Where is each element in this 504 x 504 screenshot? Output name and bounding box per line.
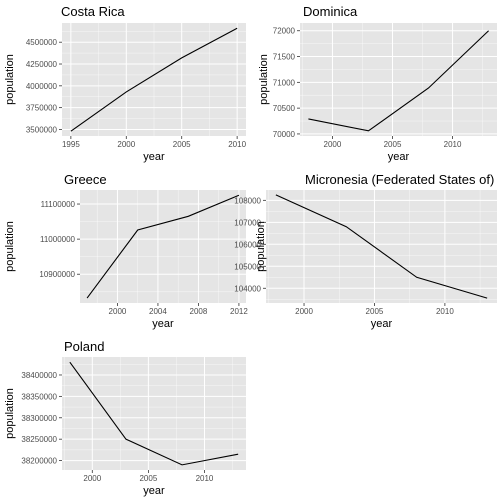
x-tick-label: 2010 xyxy=(444,140,462,149)
panel-5: 2000 2005 2010 38200000 38250000 38300000 3835… xyxy=(4,339,246,497)
x-axis-title: year xyxy=(143,485,165,497)
x-tick-label: 1995 xyxy=(62,140,80,149)
panel-title: Poland xyxy=(64,339,104,354)
y-tick-label: 38200000 xyxy=(21,457,57,466)
y-tick-label: 38250000 xyxy=(21,435,57,444)
y-axis-title: population xyxy=(4,388,16,439)
y-tick-label: 11000000 xyxy=(40,235,76,244)
x-axis-title: year xyxy=(371,318,393,330)
x-tick-label: 2000 xyxy=(83,474,101,483)
y-tick-label: 108000 xyxy=(234,196,261,205)
series-line xyxy=(275,194,488,299)
panel-3: 2000 2004 2008 2012 10900000 11000000 11100000… xyxy=(4,172,248,330)
x-axis-title: year xyxy=(388,151,410,163)
x-tick-label: 2004 xyxy=(149,307,167,316)
panel-title: Micronesia (Federated States of) xyxy=(305,172,494,187)
y-axis-title: population xyxy=(4,221,16,272)
x-tick-label: 2005 xyxy=(384,140,402,149)
y-axis-title: population xyxy=(255,221,267,272)
y-tick-label: 38300000 xyxy=(21,414,57,423)
x-tick-label: 2000 xyxy=(295,307,313,316)
y-tick-label: 3500000 xyxy=(26,125,58,134)
y-tick-label: 3750000 xyxy=(26,104,58,113)
x-axis-title: year xyxy=(152,318,174,330)
x-axis-title: year xyxy=(143,151,165,163)
y-tick-label: 107000 xyxy=(234,218,261,227)
panel-1: 1995 2000 2005 2010 3500000 3750000 4000000 425… xyxy=(4,4,247,163)
y-axis-title: population xyxy=(258,54,270,105)
y-tick-label: 10900000 xyxy=(39,270,75,279)
x-tick-label: 2005 xyxy=(366,307,384,316)
x-tick-label: 2000 xyxy=(117,140,135,149)
y-tick-label: 106000 xyxy=(234,240,261,249)
x-tick-label: 2005 xyxy=(173,140,191,149)
series-line xyxy=(86,194,240,299)
panel-background xyxy=(266,190,497,303)
y-axis-title: population xyxy=(4,54,16,105)
x-tick-label: 2000 xyxy=(324,140,342,149)
y-tick-label: 104000 xyxy=(234,284,261,293)
x-tick-label: 2010 xyxy=(228,140,246,149)
x-tick-label: 2000 xyxy=(109,307,127,316)
x-tick-label: 2012 xyxy=(230,307,248,316)
panel-4: 2000 2005 2010 104000 105000 106000 107000 1080… xyxy=(234,172,497,330)
y-tick-label: 4500000 xyxy=(26,38,58,47)
y-tick-label: 71500 xyxy=(273,53,296,62)
y-tick-label: 38350000 xyxy=(21,392,57,401)
panel-background xyxy=(80,190,246,303)
y-tick-label: 4000000 xyxy=(26,82,58,91)
x-tick-label: 2010 xyxy=(196,474,214,483)
series-line xyxy=(69,361,239,466)
panel-title: Greece xyxy=(64,172,107,187)
panel-background xyxy=(300,23,497,136)
panel-title: Costa Rica xyxy=(61,4,125,19)
series-line xyxy=(308,30,489,132)
y-tick-label: 70000 xyxy=(273,130,296,139)
x-tick-label: 2010 xyxy=(436,307,454,316)
y-tick-label: 38400000 xyxy=(21,371,57,380)
x-tick-label: 2005 xyxy=(139,474,157,483)
y-tick-label: 11100000 xyxy=(41,200,76,209)
y-tick-label: 70500 xyxy=(273,104,296,113)
y-tick-label: 71000 xyxy=(273,78,296,87)
y-tick-label: 4250000 xyxy=(26,60,58,69)
y-tick-label: 105000 xyxy=(234,262,261,271)
y-tick-label: 72000 xyxy=(273,27,296,36)
x-tick-label: 2008 xyxy=(190,307,208,316)
panel-background xyxy=(62,357,246,470)
panel-2: 2000 2005 2010 70000 70500 71000 71500 72000 Dom… xyxy=(258,4,497,163)
panel-title: Dominica xyxy=(303,4,358,19)
series-line xyxy=(70,27,238,132)
